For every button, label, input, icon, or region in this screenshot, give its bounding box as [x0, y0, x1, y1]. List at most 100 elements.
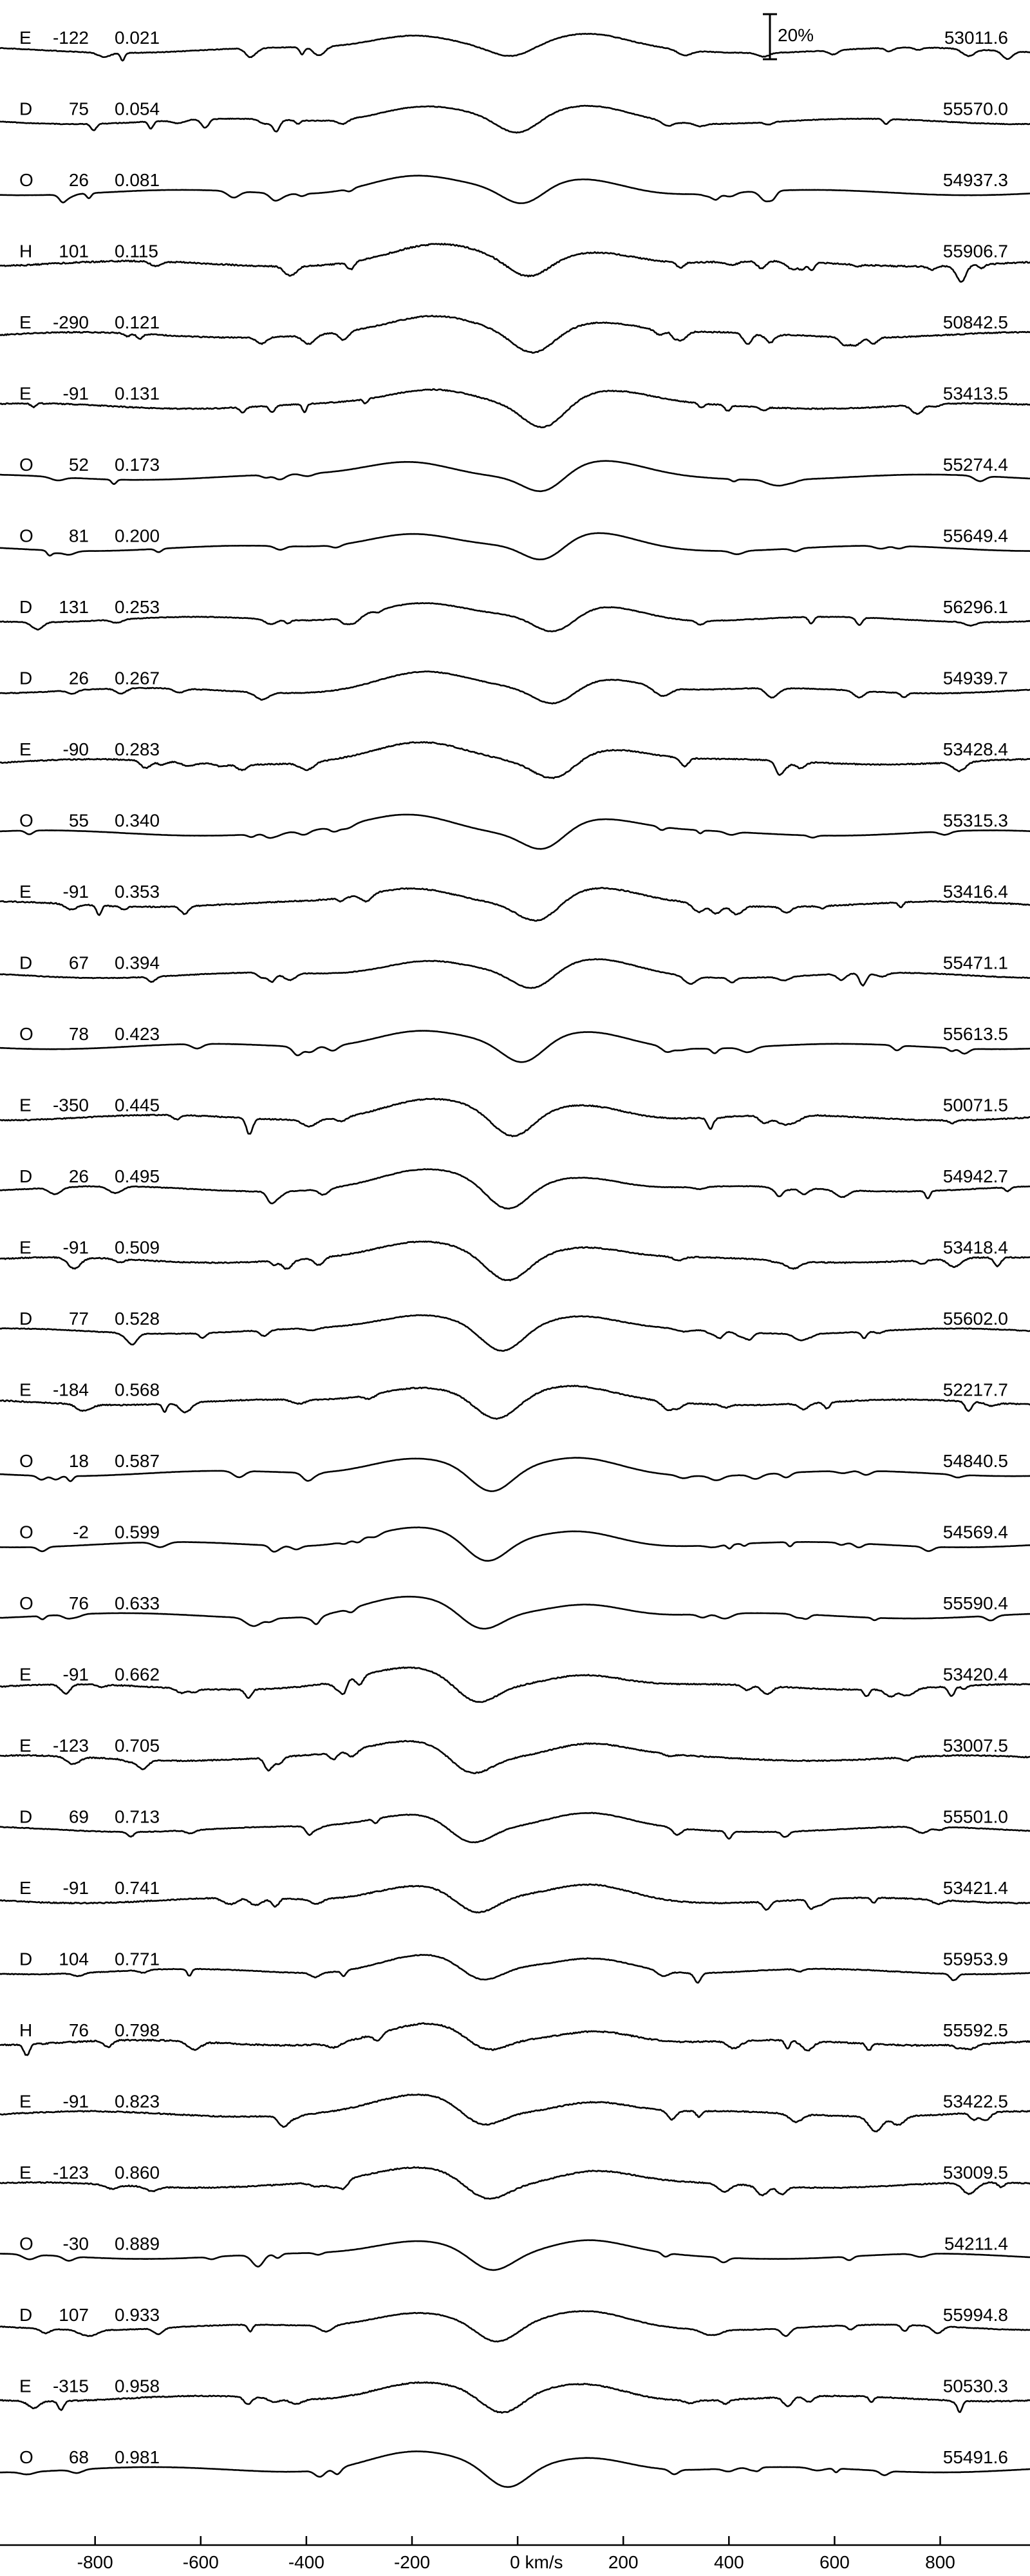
spectrum-velocity-label: 76 — [69, 1593, 89, 1613]
spectrum-velocity-label: -122 — [53, 28, 89, 48]
spectrum-instrument-label: E — [19, 1665, 32, 1685]
spectrum-date-label: 53413.5 — [943, 384, 1008, 404]
spectrum-phase-label: 0.509 — [115, 1238, 160, 1258]
spectrum-trace — [0, 813, 1030, 850]
spectrum-date-label: 53420.4 — [943, 1665, 1008, 1685]
spectrum-trace — [0, 1457, 1030, 1492]
spectrum-date-label: 50071.5 — [943, 1095, 1008, 1115]
spectrum-phase-label: 0.958 — [115, 2376, 160, 2396]
spectrum-trace — [0, 1097, 1030, 1137]
spectrum-instrument-label: D — [19, 1309, 32, 1329]
x-axis-tick-label: -800 — [77, 2552, 113, 2572]
spectrum-date-label: 55994.8 — [943, 2305, 1008, 2325]
spectrum-velocity-label: 55 — [69, 811, 89, 831]
x-axis-tick-label: 400 — [714, 2552, 744, 2572]
spectrum-instrument-label: O — [19, 2447, 33, 2467]
scale-bar-label: 20% — [778, 25, 814, 45]
spectrum-velocity-label: -184 — [53, 1380, 89, 1400]
spectrum-velocity-label: 75 — [69, 99, 89, 119]
spectrum-velocity-label: -90 — [63, 739, 89, 759]
spectrum-date-label: 53421.4 — [943, 1878, 1008, 1898]
spectrum-velocity-label: 26 — [69, 1166, 89, 1186]
spectrum-instrument-label: E — [19, 1736, 32, 1756]
spectrum-trace — [0, 1954, 1030, 1984]
spectrum-phase-label: 0.889 — [115, 2234, 160, 2254]
spectrum-date-label: 50842.5 — [943, 312, 1008, 332]
spectrum-phase-label: 0.495 — [115, 1166, 160, 1186]
spectrum-instrument-label: E — [19, 1095, 32, 1115]
spectrum-phase-label: 0.253 — [115, 597, 160, 617]
x-axis-tick-label: 600 — [819, 2552, 850, 2572]
spectrum-instrument-label: O — [19, 1024, 33, 1044]
spectrum-velocity-label: 68 — [69, 2447, 89, 2467]
spectrum-trace — [0, 2166, 1030, 2200]
spectrum-instrument-label: D — [19, 99, 32, 119]
spectrum-date-label: 54939.7 — [943, 668, 1008, 688]
spectrum-velocity-label: -91 — [63, 2092, 89, 2112]
spectrum-velocity-label: 76 — [69, 2020, 89, 2040]
spectrum-phase-label: 0.568 — [115, 1380, 160, 1400]
x-axis-tick-label: 0 km/s — [510, 2552, 563, 2572]
spectrum-phase-label: 0.860 — [115, 2163, 160, 2183]
spectrum-trace — [0, 2450, 1030, 2488]
spectra-traces — [0, 32, 1030, 2488]
spectrum-velocity-label: 107 — [59, 2305, 89, 2325]
spectrum-phase-label: 0.528 — [115, 1309, 160, 1329]
spectrum-date-label: 53418.4 — [943, 1238, 1008, 1258]
spectrum-velocity-label: 78 — [69, 1024, 89, 1044]
spectrum-phase-label: 0.713 — [115, 1807, 160, 1827]
spectrum-velocity-label: -91 — [63, 1238, 89, 1258]
spectrum-trace — [0, 2310, 1030, 2343]
spectrum-trace — [0, 958, 1030, 989]
spectrum-phase-label: 0.587 — [115, 1451, 160, 1471]
scale-bar: 20% — [763, 13, 814, 61]
spectrum-date-label: 55471.1 — [943, 953, 1008, 973]
spectrum-instrument-label: O — [19, 1451, 33, 1471]
x-axis-tick-label: -200 — [394, 2552, 430, 2572]
spectrum-instrument-label: D — [19, 2305, 32, 2325]
spectrum-instrument-label: D — [19, 953, 32, 973]
spectrum-phase-label: 0.115 — [115, 242, 158, 261]
spectrum-velocity-label: -30 — [63, 2234, 89, 2254]
spectrum-instrument-label: O — [19, 170, 33, 190]
spectrum-velocity-label: -123 — [53, 2163, 89, 2183]
spectrum-instrument-label: D — [19, 1807, 32, 1827]
spectrum-trace — [0, 2381, 1030, 2414]
spectrum-phase-label: 0.798 — [115, 2020, 160, 2040]
spectrum-date-label: 55953.9 — [943, 1949, 1008, 1969]
spectrum-trace — [0, 1030, 1030, 1063]
spectrum-phase-label: 0.200 — [115, 526, 160, 546]
spectra-labels: E -122 0.021 53011.6 D 75 0.054 55570.0 O 26 0.081… — [19, 28, 1008, 2467]
spectrum-velocity-label: 131 — [59, 597, 89, 617]
spectrum-phase-label: 0.021 — [115, 28, 160, 48]
spectrum-instrument-label: D — [19, 1166, 32, 1186]
spectrum-trace — [0, 670, 1030, 705]
spectrum-velocity-label: -91 — [63, 1878, 89, 1898]
spectrum-trace — [0, 1240, 1030, 1282]
spectrum-instrument-label: E — [19, 882, 32, 902]
spectrum-phase-label: 0.771 — [115, 1949, 160, 1969]
spectrum-trace — [0, 887, 1030, 922]
spectrum-instrument-label: E — [19, 28, 32, 48]
x-axis: -800 -600 -400 -200 0 km/s 200 400 600 800 — [0, 2536, 1030, 2572]
spectrum-phase-label: 0.121 — [115, 312, 160, 332]
spectrum-date-label: 54569.4 — [943, 1522, 1008, 1542]
spectrum-trace — [0, 460, 1030, 493]
spectrum-trace — [0, 1314, 1030, 1352]
spectrum-instrument-label: D — [19, 597, 32, 617]
x-axis-tick-label: 200 — [608, 2552, 639, 2572]
spectrum-trace — [0, 1595, 1030, 1630]
spectrum-date-label: 54937.3 — [943, 170, 1008, 190]
spectrum-instrument-label: E — [19, 384, 32, 404]
spectrum-trace — [0, 175, 1030, 204]
spectrum-instrument-label: O — [19, 811, 33, 831]
spectrum-date-label: 55906.7 — [943, 242, 1008, 261]
spectrum-velocity-label: 69 — [69, 1807, 89, 1827]
spectrum-phase-label: 0.662 — [115, 1665, 160, 1685]
spectrum-trace — [0, 2022, 1030, 2056]
spectrum-velocity-label: 81 — [69, 526, 89, 546]
spectrum-trace — [0, 1739, 1030, 1774]
spectrum-phase-label: 0.823 — [115, 2092, 160, 2112]
spectrum-phase-label: 0.283 — [115, 739, 160, 759]
spectrum-date-label: 55501.0 — [943, 1807, 1008, 1827]
